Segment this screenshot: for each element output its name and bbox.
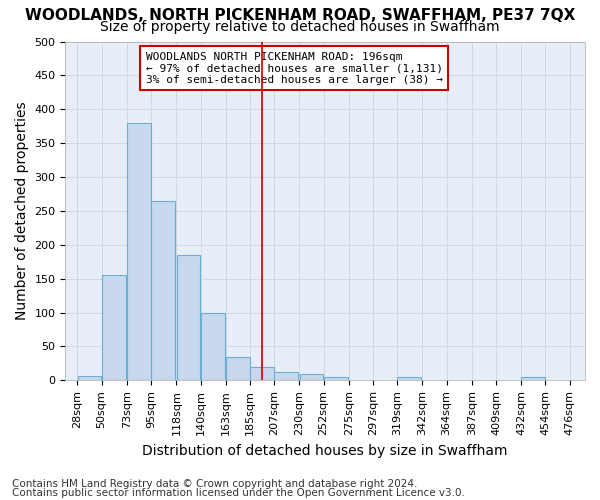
- Text: WOODLANDS, NORTH PICKENHAM ROAD, SWAFFHAM, PE37 7QX: WOODLANDS, NORTH PICKENHAM ROAD, SWAFFHA…: [25, 8, 575, 22]
- Bar: [176, 255, 200, 380]
- Bar: [226, 356, 250, 380]
- Y-axis label: Number of detached properties: Number of detached properties: [15, 102, 29, 320]
- Text: Size of property relative to detached houses in Swaffham: Size of property relative to detached ho…: [100, 20, 500, 34]
- Bar: [521, 377, 545, 380]
- Bar: [324, 377, 347, 380]
- Text: WOODLANDS NORTH PICKENHAM ROAD: 196sqm
← 97% of detached houses are smaller (1,1: WOODLANDS NORTH PICKENHAM ROAD: 196sqm ←…: [146, 52, 443, 85]
- Bar: [151, 200, 175, 380]
- Bar: [299, 374, 323, 380]
- Text: Contains public sector information licensed under the Open Government Licence v3: Contains public sector information licen…: [12, 488, 465, 498]
- X-axis label: Distribution of detached houses by size in Swaffham: Distribution of detached houses by size …: [142, 444, 508, 458]
- Text: Contains HM Land Registry data © Crown copyright and database right 2024.: Contains HM Land Registry data © Crown c…: [12, 479, 418, 489]
- Bar: [102, 276, 125, 380]
- Bar: [127, 123, 151, 380]
- Bar: [274, 372, 298, 380]
- Bar: [77, 376, 101, 380]
- Bar: [250, 367, 274, 380]
- Bar: [200, 312, 224, 380]
- Bar: [397, 377, 421, 380]
